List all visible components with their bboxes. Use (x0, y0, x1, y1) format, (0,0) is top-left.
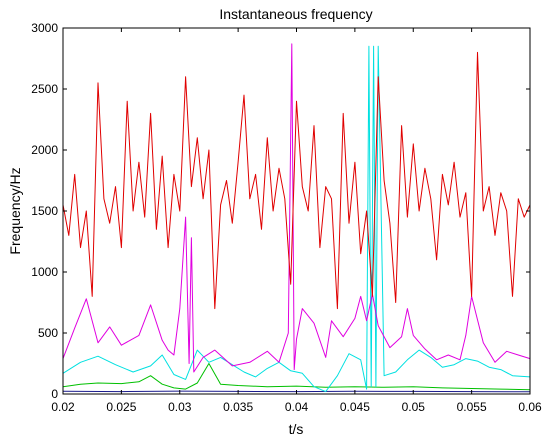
y-tick-label: 3000 (31, 21, 58, 35)
x-tick-label: 0.055 (457, 400, 487, 414)
series-line-2 (62, 363, 531, 391)
x-tick-label: 0.045 (340, 400, 370, 414)
chart-title: Instantaneous frequency (219, 6, 372, 22)
y-tick-label: 1500 (31, 204, 58, 218)
y-tick-label: 0 (51, 387, 58, 401)
y-axis-title: Frequency/Hz (7, 167, 23, 254)
series-layer (62, 43, 531, 393)
x-tick-label: 0.04 (285, 400, 309, 414)
y-axis-ticks: 0 500 1000 1500 2000 2500 3000 (31, 21, 530, 401)
x-tick-label: 0.03 (168, 400, 192, 414)
series-line-3 (62, 45, 531, 393)
y-tick-label: 2500 (31, 82, 58, 96)
x-axis-title: t/s (289, 421, 304, 437)
series-line-4 (62, 43, 531, 373)
series-line-5 (62, 51, 531, 310)
y-tick-label: 500 (38, 326, 58, 340)
x-tick-label: 0.06 (518, 400, 542, 414)
y-tick-label: 1000 (31, 265, 58, 279)
x-tick-label: 0.025 (106, 400, 136, 414)
y-tick-label: 2000 (31, 143, 58, 157)
x-tick-label: 0.05 (402, 400, 426, 414)
x-tick-label: 0.02 (51, 400, 75, 414)
plot-area (63, 28, 530, 394)
x-axis-ticks: 0.02 0.025 0.03 0.035 0.04 0.045 0.05 0.055 0.06 (51, 28, 542, 414)
x-tick-label: 0.035 (223, 400, 253, 414)
